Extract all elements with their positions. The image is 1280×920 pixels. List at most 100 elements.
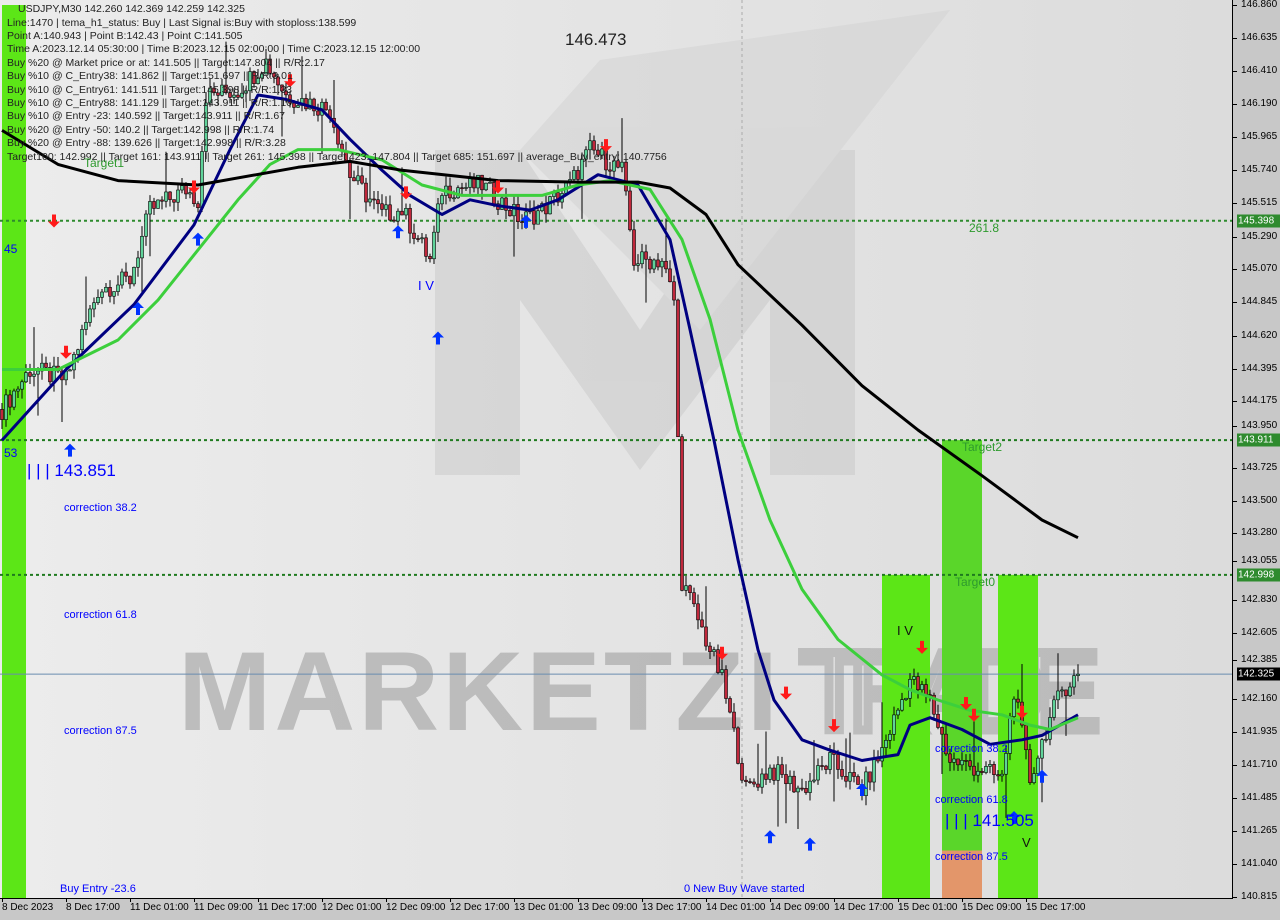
candle-bull: [872, 758, 876, 783]
candle-bear: [508, 209, 512, 217]
candle-bear: [388, 204, 392, 221]
candle-bull: [16, 388, 20, 392]
buy-arrow-icon: [1008, 811, 1020, 825]
sell-arrow-icon: [1016, 705, 1028, 719]
candle-bear: [756, 783, 760, 788]
candle-bear: [916, 676, 920, 691]
level-price-badge: 143.911: [1237, 433, 1280, 447]
price-tick-label: 141.485: [1232, 792, 1278, 804]
candle-bear: [932, 694, 936, 715]
price-tick-label: 144.845: [1232, 296, 1278, 308]
candle-bear: [324, 101, 328, 111]
candle-bull: [920, 684, 924, 691]
price-tick-label: 146.860: [1232, 0, 1278, 10]
candle-bear: [412, 232, 416, 239]
candle-bull: [156, 199, 160, 209]
time-tick-label: 12 Dec 01:00: [322, 898, 382, 913]
price-tick-label: 143.725: [1232, 461, 1278, 473]
candle-bull: [88, 308, 92, 323]
target-zone: [942, 850, 982, 898]
candle-bear: [380, 203, 384, 210]
candle-bear: [392, 219, 396, 222]
time-tick-label: 8 Dec 17:00: [66, 898, 120, 913]
price-tick-label: 142.605: [1232, 626, 1278, 638]
candle-bear: [956, 758, 960, 766]
candle-bull: [1072, 675, 1076, 688]
candle-bull: [180, 185, 184, 191]
sell-arrow-icon: [780, 686, 792, 700]
price-tick-label: 146.635: [1232, 32, 1278, 44]
time-axis[interactable]: 8 Dec 2023 8 Dec 17:00 11 Dec 01:00 11 Dec …: [0, 898, 1232, 920]
candle-bull: [484, 182, 488, 191]
price-tick-label: 145.070: [1232, 263, 1278, 275]
candle-bull: [1004, 753, 1008, 775]
candle-bull: [440, 195, 444, 205]
info-line: Line:1470 | tema_h1_status: Buy | Last S…: [7, 16, 357, 29]
candle-bear: [1028, 749, 1032, 783]
sell-arrow-icon: [916, 640, 928, 654]
sell-arrow-icon: [968, 708, 980, 722]
candle-bull: [900, 699, 904, 711]
info-line: Target100: 142.992 || Target 161: 143.91…: [7, 150, 667, 163]
candle-bear: [648, 258, 652, 270]
wave-v-label: V: [1022, 835, 1031, 850]
candle-bull: [488, 182, 492, 184]
sell-arrow-icon: [48, 214, 60, 228]
info-line: Buy %20 @ Entry -50: 140.2 || Target:142…: [7, 123, 275, 136]
candle-bear: [644, 251, 648, 260]
candle-bear: [576, 170, 580, 180]
candle-bull: [548, 196, 552, 215]
candle-bull: [1012, 698, 1016, 717]
candle-bull: [912, 676, 916, 680]
time-tick-label: 14 Dec 17:00: [834, 898, 894, 913]
candle-bull: [712, 649, 716, 653]
candle-bull: [500, 197, 504, 210]
buy-entry-label: Buy Entry -23.6: [60, 883, 136, 895]
current-price-badge: 142.325: [1237, 667, 1280, 681]
chart-plot-area[interactable]: MARKETZITRADE USDJPY,M30 142.260 142.369…: [0, 0, 1233, 899]
candle-bull: [808, 780, 812, 793]
candle-bear: [0, 409, 4, 420]
candle-bull: [208, 87, 212, 104]
candle-bear: [668, 268, 672, 283]
sell-arrow-icon: [492, 180, 504, 194]
candle-bull: [864, 771, 868, 796]
candle-bull: [404, 208, 408, 216]
candle-bear: [972, 765, 976, 776]
candle-bull: [1008, 716, 1012, 754]
info-line: Buy %20 @ Entry -88: 139.626 || Target:1…: [7, 137, 286, 150]
candle-bear: [424, 237, 428, 257]
buy-arrow-icon: [764, 830, 776, 844]
candle-bull: [1076, 673, 1080, 676]
candle-bear: [152, 201, 156, 209]
buy-arrow-icon: [192, 232, 204, 246]
candle-bear: [692, 592, 696, 605]
candle-bear: [624, 161, 628, 192]
price-axis[interactable]: 146.860 146.635 146.410 146.190 145.965 145.7…: [1232, 0, 1280, 902]
target-zone: [2, 5, 26, 898]
candle-bull: [600, 148, 604, 156]
time-tick-label: 13 Dec 17:00: [642, 898, 702, 913]
candle-bear: [108, 287, 112, 297]
candle-bull: [36, 370, 40, 375]
candle-bear: [868, 771, 872, 783]
sell-arrow-icon: [60, 345, 72, 359]
low-mark-label: | | | 143.851: [27, 461, 116, 480]
buy-arrow-icon: [520, 214, 532, 228]
candle-bull: [476, 174, 480, 189]
candle-bull: [880, 747, 884, 762]
candle-bear: [212, 87, 216, 94]
candle-bear: [772, 767, 776, 781]
candle-bull: [588, 140, 592, 151]
candle-bull: [452, 197, 456, 200]
time-tick-label: 12 Dec 17:00: [450, 898, 510, 913]
candle-bull: [436, 203, 440, 233]
price-tick-label: 144.395: [1232, 362, 1278, 374]
sell-arrow-icon: [188, 180, 200, 194]
correction-87-left: correction 87.5: [64, 725, 137, 737]
candle-bear: [1016, 698, 1020, 703]
price-tick-label: 141.710: [1232, 758, 1278, 770]
candle-bear: [664, 260, 668, 270]
buy-arrow-icon: [132, 301, 144, 315]
candle-bull: [788, 775, 792, 785]
